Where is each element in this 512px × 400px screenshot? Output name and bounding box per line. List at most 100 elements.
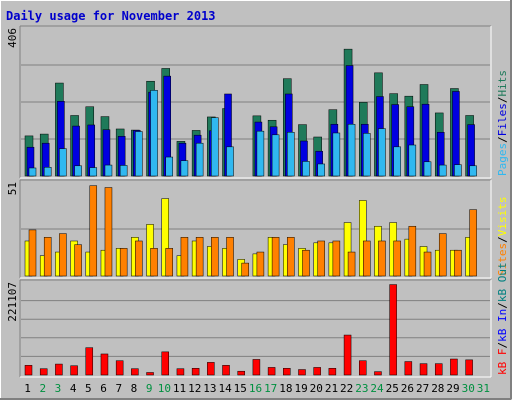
kbf-bar-day-18 [283, 368, 291, 376]
legend-separator: / [496, 236, 509, 243]
x-tick-label-day-6: 6 [100, 382, 107, 395]
sites-bar-day-25 [393, 240, 401, 277]
x-tick-label-day-3: 3 [55, 382, 62, 395]
visits-bar-day-22 [343, 222, 352, 277]
pages-bar-day-25 [393, 146, 401, 177]
pages-bar-day-27 [423, 161, 432, 177]
pages-bar-day-14 [226, 146, 234, 177]
kbf-bar-day-3 [55, 363, 63, 376]
legend-kb-f: kB F [496, 349, 509, 376]
kbf-bar-day-17 [267, 367, 276, 376]
kbf-bar-day-12 [191, 368, 200, 376]
sites-bar-day-15 [241, 262, 249, 277]
kbf-bar-day-27 [419, 363, 428, 376]
legend-kb-out: kB Out [496, 262, 509, 302]
pages-bar-day-18 [287, 132, 295, 177]
pages-bar-day-17 [271, 134, 280, 177]
sites-bar-day-26 [408, 225, 417, 277]
sites-bar-day-16 [256, 251, 265, 277]
sites-bar-day-7 [119, 248, 128, 277]
sites-bar-day-4 [74, 244, 82, 277]
pages-bar-day-24 [378, 128, 386, 177]
sites-bar-day-8 [135, 240, 143, 277]
kbf-bar-day-2 [39, 368, 48, 376]
x-tick-label-day-26: 26 [401, 382, 414, 395]
legend-separator: / [496, 136, 509, 143]
chart-panels: 406Pages/Files/Hits51Sites/Visits221107k… [6, 25, 509, 378]
pages-bar-day-26 [408, 144, 417, 177]
sites-bar-day-9 [150, 248, 158, 277]
legend-files: Files [496, 103, 509, 136]
sites-bar-day-2 [43, 237, 52, 277]
x-tick-label-day-4: 4 [70, 382, 77, 395]
sites-bar-day-6 [104, 187, 113, 277]
pages-bar-day-1 [28, 167, 37, 177]
x-tick-label-day-9: 9 [146, 382, 153, 395]
legend-separator: / [496, 97, 509, 104]
sites-bar-day-20 [317, 240, 325, 277]
legend-pages: Pages [496, 143, 509, 176]
sites-bar-day-5 [89, 185, 98, 277]
pages-bar-day-29 [454, 164, 462, 177]
pages-bar-day-7 [119, 165, 128, 177]
x-tick-label-day-1: 1 [24, 382, 31, 395]
x-tick-label-day-7: 7 [115, 382, 122, 395]
x-tick-label-day-16: 16 [249, 382, 262, 395]
x-tick-label-day-2: 2 [39, 382, 46, 395]
kbf-bar-day-10 [161, 351, 169, 376]
kbf-bar-day-13 [207, 362, 215, 376]
visits-bar-day-23 [359, 200, 367, 277]
kbf-bar-day-20 [313, 367, 321, 376]
pages-bar-day-21 [332, 132, 341, 177]
x-tick-label-day-13: 13 [203, 382, 216, 395]
sites-bar-day-30 [469, 209, 477, 277]
panel-1-legend-text: Sites/Visits [496, 197, 509, 277]
x-tick-label-day-24: 24 [370, 382, 384, 395]
panel-2-legend: kB F/kB In/kB Out [496, 262, 509, 375]
kbf-bar-day-5 [85, 347, 94, 376]
legend-separator: / [496, 302, 509, 309]
x-tick-label-day-8: 8 [131, 382, 138, 395]
kbf-bar-day-22 [343, 334, 352, 376]
x-tick-label-day-20: 20 [310, 382, 323, 395]
x-tick-label-day-31: 31 [477, 382, 490, 395]
panel-0-legend: Pages/Files/Hits [496, 70, 509, 176]
pages-bar-day-12 [195, 142, 204, 177]
legend-hits: Hits [496, 70, 509, 97]
sites-bar-day-3 [59, 233, 67, 277]
kbf-bar-day-1 [24, 365, 33, 376]
x-tick-label-day-19: 19 [294, 382, 307, 395]
x-axis-day-labels: 1 2 3 4 5 6 7 8 9 10 11 12 13 14 15 16 17 18 19 20 21 22 23 24 2… [24, 382, 490, 395]
legend-kb-in: kB In [496, 309, 509, 342]
panel-1-max-label: 51 [6, 182, 19, 195]
sites-bar-day-21 [332, 240, 341, 277]
pages-bar-day-28 [438, 164, 447, 177]
kbf-bar-day-25 [389, 284, 397, 376]
pages-bar-day-9 [150, 90, 158, 177]
sites-bar-day-13 [211, 237, 219, 277]
kbf-bar-day-19 [298, 369, 306, 376]
kbf-bar-day-14 [222, 365, 230, 376]
sites-bar-day-14 [226, 237, 234, 277]
sites-bar-day-23 [363, 240, 371, 277]
x-tick-label-day-17: 17 [264, 382, 277, 395]
sites-bar-day-12 [195, 237, 204, 277]
pages-bar-day-8 [135, 131, 143, 177]
sites-bar-day-10 [165, 248, 173, 277]
pages-bar-day-20 [317, 163, 325, 177]
kbf-bar-day-30 [465, 359, 473, 376]
pages-bar-day-2 [43, 167, 52, 177]
kbf-bar-day-28 [434, 363, 443, 376]
pages-bar-day-3 [59, 148, 67, 177]
kbf-bar-day-7 [115, 360, 124, 376]
x-tick-label-day-14: 14 [218, 382, 232, 395]
legend-visits: Visits [496, 197, 509, 237]
x-tick-label-day-28: 28 [431, 382, 444, 395]
x-tick-label-day-15: 15 [234, 382, 247, 395]
sites-bar-day-11 [180, 237, 189, 277]
pages-bar-day-13 [211, 117, 219, 177]
x-tick-label-day-30: 30 [462, 382, 475, 395]
chart-title: Daily usage for November 2013 [6, 9, 216, 23]
